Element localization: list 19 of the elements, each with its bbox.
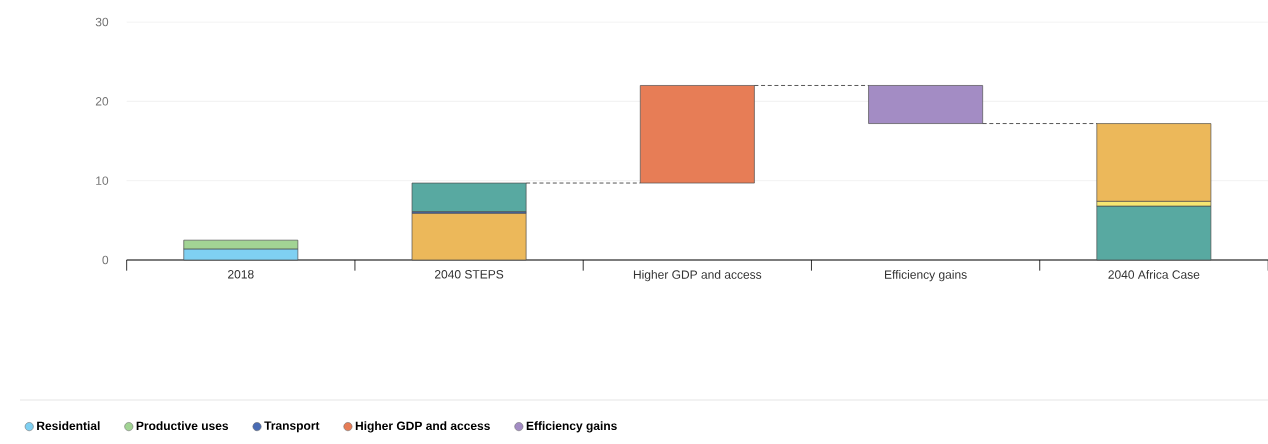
legend-label: Productive uses — [136, 421, 229, 431]
y-tick-label: 20 — [95, 97, 109, 106]
bar — [868, 85, 983, 124]
y-tick-label: 30 — [95, 17, 109, 27]
legend-label: Residential — [37, 421, 100, 431]
bar — [411, 182, 527, 212]
y-tick-label: 0 — [102, 255, 109, 265]
x-tick-label: Efficiency gains — [885, 270, 967, 282]
bar — [411, 212, 527, 261]
legend-label: Efficiency gains — [526, 421, 617, 433]
legend-label: Higher GDP and access — [355, 421, 490, 433]
y-tick-label: 10 — [96, 176, 109, 185]
x-tick-label: Higher GDP and access — [633, 270, 762, 282]
x-tick-label: 2018 — [228, 270, 254, 279]
x-tick-label: 2040 STEPS — [434, 270, 504, 279]
bar — [639, 85, 755, 184]
legend-label: Transport — [264, 421, 320, 433]
x-tick-label: 2040 Africa Case — [1108, 270, 1200, 279]
bar — [1096, 205, 1212, 261]
